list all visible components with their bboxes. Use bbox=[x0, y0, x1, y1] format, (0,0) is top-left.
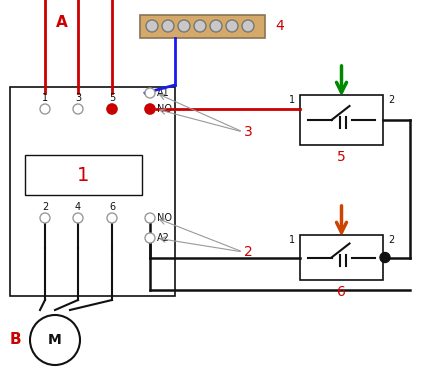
Circle shape bbox=[30, 315, 80, 365]
Circle shape bbox=[145, 213, 155, 223]
Text: M: M bbox=[48, 333, 62, 347]
Text: 5: 5 bbox=[109, 93, 115, 103]
Text: A2: A2 bbox=[157, 233, 170, 243]
Circle shape bbox=[226, 20, 238, 32]
Text: 1: 1 bbox=[77, 166, 90, 185]
Text: 2: 2 bbox=[244, 245, 252, 259]
Circle shape bbox=[40, 213, 50, 223]
Circle shape bbox=[242, 20, 254, 32]
Text: NO: NO bbox=[157, 213, 172, 223]
Text: 3: 3 bbox=[244, 125, 252, 139]
Text: A1: A1 bbox=[157, 88, 170, 98]
Text: 6: 6 bbox=[109, 202, 115, 212]
Circle shape bbox=[145, 104, 155, 114]
Circle shape bbox=[145, 233, 155, 243]
Bar bbox=[10, 87, 175, 296]
Text: 2: 2 bbox=[42, 202, 48, 212]
Bar bbox=[25, 155, 142, 195]
Text: 2: 2 bbox=[388, 95, 394, 105]
Text: 4: 4 bbox=[275, 19, 284, 33]
Text: 1: 1 bbox=[42, 93, 48, 103]
Text: 3: 3 bbox=[75, 93, 81, 103]
Circle shape bbox=[145, 88, 155, 98]
Text: NO: NO bbox=[157, 104, 172, 114]
Text: B: B bbox=[9, 333, 21, 347]
Circle shape bbox=[178, 20, 190, 32]
Circle shape bbox=[40, 104, 50, 114]
Bar bbox=[300, 235, 383, 280]
Circle shape bbox=[194, 20, 206, 32]
Bar bbox=[300, 95, 383, 145]
Text: 2: 2 bbox=[388, 235, 394, 245]
Circle shape bbox=[145, 104, 155, 114]
Circle shape bbox=[380, 253, 390, 263]
Text: 5: 5 bbox=[337, 150, 346, 164]
Circle shape bbox=[73, 104, 83, 114]
Circle shape bbox=[210, 20, 222, 32]
Circle shape bbox=[73, 213, 83, 223]
Circle shape bbox=[107, 104, 117, 114]
Text: A: A bbox=[56, 15, 68, 29]
Bar bbox=[140, 15, 265, 38]
Circle shape bbox=[146, 20, 158, 32]
Text: 1: 1 bbox=[289, 95, 295, 105]
Circle shape bbox=[107, 104, 117, 114]
Text: 4: 4 bbox=[75, 202, 81, 212]
Text: 6: 6 bbox=[337, 285, 346, 299]
Circle shape bbox=[162, 20, 174, 32]
Text: 1: 1 bbox=[289, 235, 295, 245]
Circle shape bbox=[107, 213, 117, 223]
